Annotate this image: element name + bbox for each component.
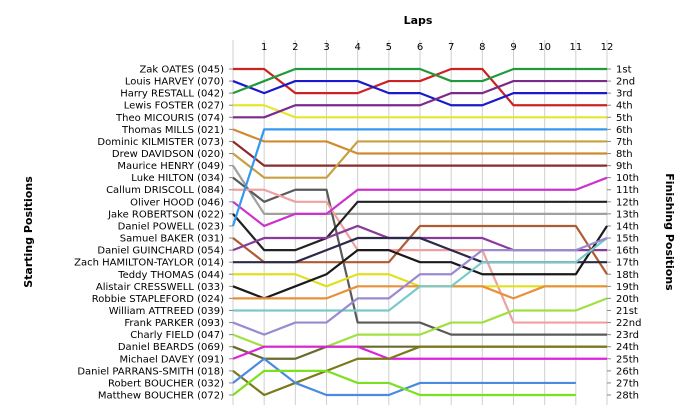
finishing-label: 9th <box>616 161 633 172</box>
lap-tick-label: 2 <box>292 42 298 53</box>
series-line-4 <box>233 104 607 119</box>
finishing-label: 22nd <box>616 318 641 329</box>
series-lines <box>231 67 608 397</box>
series-line-6 <box>232 128 607 155</box>
series-line-14 <box>231 128 607 227</box>
starting-label: Harry RESTALL (042) <box>120 89 224 100</box>
starting-label: Matthew BOUCHER (072) <box>98 391 224 402</box>
series-line-3 <box>232 67 607 95</box>
finishing-label: 2nd <box>616 77 635 88</box>
series-line-1 <box>233 67 607 107</box>
finishing-label: 25th <box>616 354 639 365</box>
series-line-7 <box>232 140 607 167</box>
finishing-label: 27th <box>616 378 639 389</box>
finishing-label: 4th <box>616 101 633 112</box>
lap-tick-label: 7 <box>448 42 454 53</box>
finishing-label: 8th <box>616 149 633 160</box>
starting-label: Lewis FOSTER (027) <box>124 101 224 112</box>
finishing-label: 28th <box>616 391 639 402</box>
starting-label: Oliver HOOD (046) <box>130 197 224 208</box>
starting-label: Theo MICOURIS (074) <box>115 113 224 124</box>
finishing-label: 6th <box>616 125 633 136</box>
x-axis-title: Laps <box>404 14 433 27</box>
finishing-label: 15th <box>616 234 639 245</box>
starting-label: Robert BOUCHER (032) <box>108 378 224 389</box>
finishing-label: 21st <box>616 306 638 317</box>
series-line-19 <box>232 225 608 300</box>
top-tick-labels: 1 2 3 4 5 6 7 8 9 10 11 12 <box>261 42 613 53</box>
lap-tick-label: 12 <box>601 42 614 53</box>
starting-label: Alistair CRESSWELL (033) <box>96 282 224 293</box>
lap-tick-label: 5 <box>386 42 392 53</box>
finishing-label: 5th <box>616 113 633 124</box>
right-axis-title: Finishing Positions <box>663 173 676 291</box>
lap-tick-label: 11 <box>569 42 582 53</box>
finishing-label: 26th <box>616 366 639 377</box>
series-line-22 <box>232 237 608 336</box>
grid <box>229 40 611 405</box>
starting-label: Louis HARVEY (070) <box>125 77 224 88</box>
starting-label: Teddy THOMAS (044) <box>117 270 224 281</box>
starting-label: Maurice HENRY (049) <box>117 161 224 172</box>
starting-label: Robbie STAPLEFORD (024) <box>92 294 224 305</box>
starting-label: Jake ROBERTSON (022) <box>107 209 224 220</box>
starting-label: Daniel BEARDS (069) <box>118 342 224 353</box>
finishing-label: 23rd <box>616 330 639 341</box>
series-line-11 <box>233 188 607 324</box>
finishing-label: 13th <box>616 209 639 220</box>
starting-label: Michael DAVEY (091) <box>119 354 224 365</box>
starting-label: William ATTREED (039) <box>109 306 224 317</box>
finishing-label: 7th <box>616 137 633 148</box>
series-line-2 <box>232 79 607 107</box>
finishing-label: 1st <box>616 65 632 76</box>
finishing-label: 17th <box>616 258 639 269</box>
finishing-label: 24th <box>616 342 639 353</box>
lap-tick-label: 4 <box>354 42 360 53</box>
lap-tick-label: 10 <box>538 42 551 53</box>
finishing-label: 19th <box>616 282 639 293</box>
lap-tick-label: 1 <box>261 42 267 53</box>
finishing-label: 10th <box>616 173 639 184</box>
starting-label: Dominic KILMISTER (073) <box>97 137 224 148</box>
starting-label: Daniel GUINCHARD (054) <box>97 246 224 257</box>
starting-label: Frank PARKER (093) <box>124 318 224 329</box>
lap-tick-label: 8 <box>479 42 485 53</box>
starting-position-labels: Zak OATES (045)Louis HARVEY (070)Harry R… <box>74 65 224 402</box>
starting-label: Drew DAVIDSON (020) <box>112 149 224 160</box>
series-line-10 <box>232 176 607 336</box>
starting-label: Daniel PARRANS-SMITH (018) <box>77 366 224 377</box>
finishing-label: 3rd <box>616 89 633 100</box>
lap-tick-label: 3 <box>323 42 329 53</box>
finishing-label: 16th <box>616 246 639 257</box>
starting-label: Zak OATES (045) <box>139 65 224 76</box>
series-line-25 <box>232 345 607 360</box>
starting-label: Zach HAMILTON-TAYLOR (014) <box>74 258 224 269</box>
starting-label: Luke HILTON (034) <box>131 173 224 184</box>
finishing-label: 11th <box>616 185 639 196</box>
finishing-label: 20th <box>616 294 639 305</box>
starting-label: Samuel BAKER (031) <box>120 234 224 245</box>
left-axis-title: Starting Positions <box>22 176 35 288</box>
lap-tick-label: 9 <box>510 42 516 53</box>
starting-label: Daniel POWELL (023) <box>118 221 224 232</box>
series-line-21 <box>233 237 608 312</box>
series-line-5 <box>233 79 607 119</box>
lap-tick-label: 6 <box>417 42 423 53</box>
series-line-13 <box>232 200 607 252</box>
finishing-label: 14th <box>616 221 639 232</box>
series-line-8 <box>232 140 607 179</box>
finishing-label: 12th <box>616 197 639 208</box>
series-line-12 <box>232 176 608 228</box>
starting-label: Charly FIELD (047) <box>130 330 224 341</box>
finishing-label: 18th <box>616 270 639 281</box>
finishing-position-labels: 1st2nd3rd4th5th6th7th8th9th10th11th12th1… <box>616 65 641 402</box>
starting-label: Thomas MILLS (021) <box>121 125 224 136</box>
starting-label: Callum DRISCOLL (084) <box>106 185 224 196</box>
series-line-28 <box>232 369 576 397</box>
